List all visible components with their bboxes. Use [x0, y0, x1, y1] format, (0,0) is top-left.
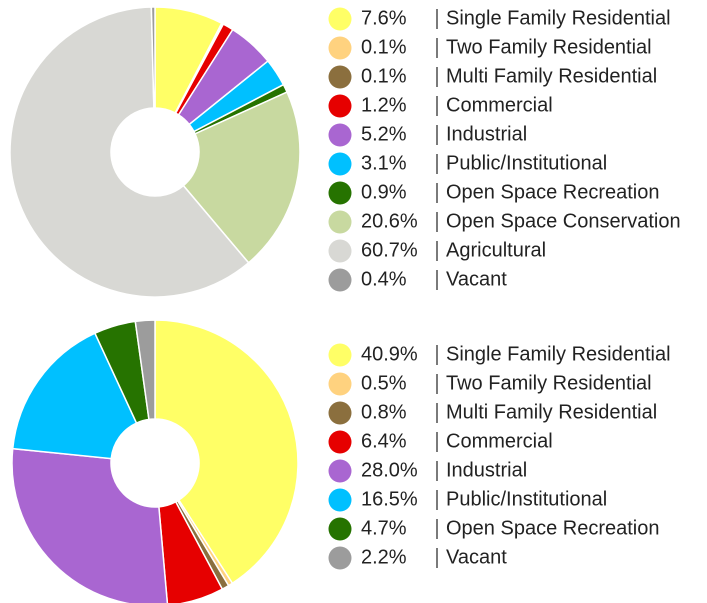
legend-marker: [328, 401, 352, 425]
legend-marker: [328, 546, 352, 570]
pie-slice: [11, 447, 169, 603]
legend-value: 40.9%: [361, 343, 418, 365]
pie-slice: [11, 332, 138, 460]
legend-value: 0.1%: [361, 36, 407, 58]
pie-slice: [134, 319, 156, 421]
legend-value: 6.4%: [361, 430, 407, 452]
legend-marker: [328, 181, 352, 205]
legend-value: 1.2%: [361, 94, 407, 116]
legend-value: 16.5%: [361, 488, 418, 510]
legend-marker: [328, 123, 352, 147]
legend-value: 5.2%: [361, 123, 407, 145]
legend-value: 0.8%: [361, 401, 407, 423]
legend-label: Public/Institutional: [446, 488, 607, 510]
legend-marker: [328, 517, 352, 541]
legend-marker: [328, 210, 352, 234]
legend-label: Open Space Recreation: [446, 181, 659, 203]
legend-marker: [328, 459, 352, 483]
legend-value: 20.6%: [361, 210, 418, 232]
legend-label: Two Family Residential: [446, 372, 652, 394]
legend-marker: [328, 65, 352, 89]
legend-label: Vacant: [446, 268, 507, 290]
legend-value: 28.0%: [361, 459, 418, 481]
legend-label: Agricultural: [446, 239, 546, 261]
legend-label: Single Family Residential: [446, 343, 671, 365]
legend-value: 60.7%: [361, 239, 418, 261]
pie-slice: [158, 500, 224, 603]
legend-label: Industrial: [446, 123, 527, 145]
legend-value: 4.7%: [361, 517, 407, 539]
legend-marker: [328, 372, 352, 396]
legend-value: 0.9%: [361, 181, 407, 203]
legend-label: Open Space Conservation: [446, 210, 681, 232]
legend-marker: [328, 36, 352, 60]
legend-marker: [328, 268, 352, 292]
legend-label: Public/Institutional: [446, 152, 607, 174]
legend-label: Open Space Recreation: [446, 517, 659, 539]
legend-label: Vacant: [446, 546, 507, 568]
legend-marker: [328, 239, 352, 263]
legend-label: Multi Family Residential: [446, 65, 657, 87]
legend-value: 0.4%: [361, 268, 407, 290]
legend-value: 3.1%: [361, 152, 407, 174]
legend-marker: [328, 343, 352, 367]
legend-label: Commercial: [446, 94, 553, 116]
pie-slice: [9, 6, 250, 298]
legend-marker: [328, 7, 352, 31]
legend-value: 0.1%: [361, 65, 407, 87]
pie-slice: [150, 6, 156, 109]
legend-label: Single Family Residential: [446, 7, 671, 29]
legend-marker: [328, 152, 352, 176]
legend-label: Two Family Residential: [446, 36, 652, 58]
legend-marker: [328, 430, 352, 454]
legend-label: Commercial: [446, 430, 553, 452]
legend-value: 0.5%: [361, 372, 407, 394]
legend-value: 2.2%: [361, 546, 407, 568]
legend-label: Multi Family Residential: [446, 401, 657, 423]
legend-marker: [328, 94, 352, 118]
legend-label: Industrial: [446, 459, 527, 481]
legend-value: 7.6%: [361, 7, 407, 29]
legend-marker: [328, 488, 352, 512]
